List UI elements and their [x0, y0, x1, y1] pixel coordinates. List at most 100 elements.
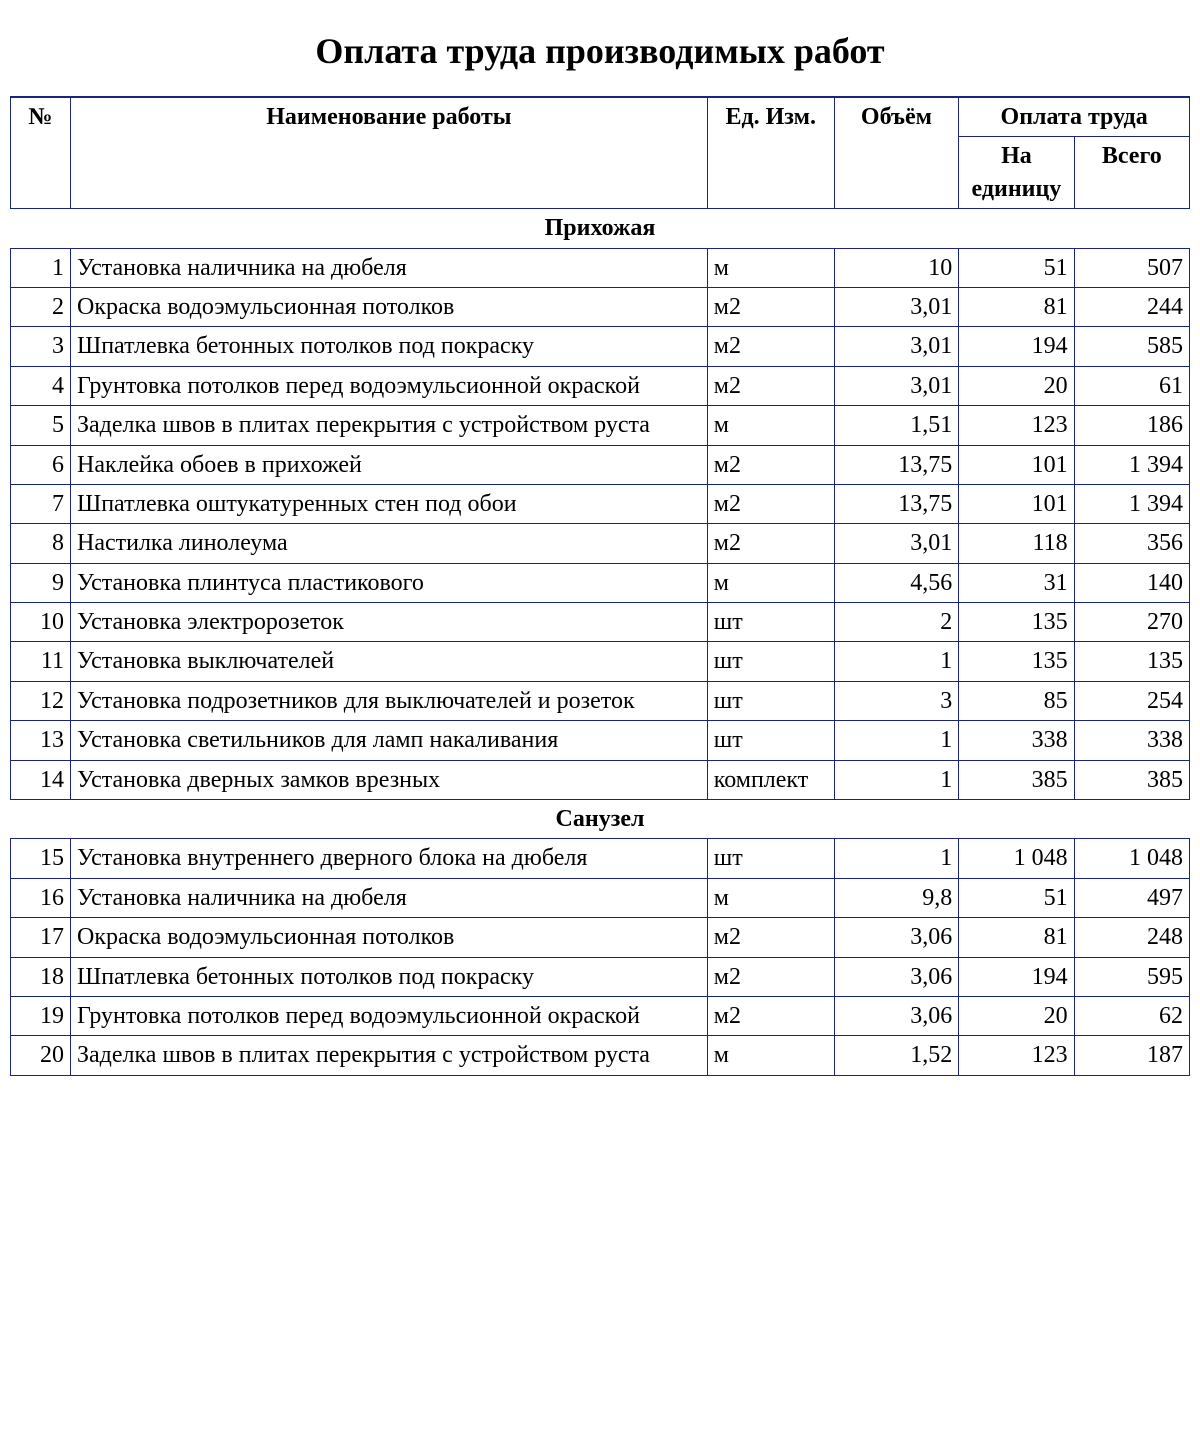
cell-name: Заделка швов в плитах перекрытия с устро… [70, 1036, 707, 1075]
cell-unit: шт [707, 681, 834, 720]
cell-num: 16 [11, 878, 71, 917]
table-row: 1Установка наличника на дюбелям1051507 [11, 248, 1190, 287]
cell-volume: 1 [834, 642, 959, 681]
cell-num: 14 [11, 760, 71, 799]
cell-per_unit: 385 [959, 760, 1074, 799]
col-unit: Ед. Изм. [707, 97, 834, 209]
table-row: 8Настилка линолеумам23,01118356 [11, 524, 1190, 563]
cell-total: 356 [1074, 524, 1189, 563]
cell-unit: шт [707, 642, 834, 681]
table-row: 4Грунтовка потолков перед водоэмульсионн… [11, 366, 1190, 405]
col-volume: Объём [834, 97, 959, 209]
cell-unit: м [707, 248, 834, 287]
cell-per_unit: 1 048 [959, 839, 1074, 878]
cell-unit: м [707, 1036, 834, 1075]
table-row: 2Окраска водоэмульсионная потолковм23,01… [11, 287, 1190, 326]
table-row: 10Установка электророзетокшт2135270 [11, 603, 1190, 642]
cell-total: 385 [1074, 760, 1189, 799]
cell-per_unit: 194 [959, 957, 1074, 996]
cell-volume: 3,06 [834, 957, 959, 996]
cell-total: 595 [1074, 957, 1189, 996]
cell-per_unit: 51 [959, 248, 1074, 287]
cell-num: 13 [11, 721, 71, 760]
cell-num: 6 [11, 445, 71, 484]
cell-name: Окраска водоэмульсионная потолков [70, 287, 707, 326]
cell-num: 2 [11, 287, 71, 326]
cell-total: 1 394 [1074, 445, 1189, 484]
cell-num: 5 [11, 406, 71, 445]
table-row: 19Грунтовка потолков перед водоэмульсион… [11, 996, 1190, 1035]
cell-num: 12 [11, 681, 71, 720]
cell-volume: 10 [834, 248, 959, 287]
cell-volume: 1 [834, 839, 959, 878]
cell-name: Установка подрозетников для выключателей… [70, 681, 707, 720]
cell-volume: 9,8 [834, 878, 959, 917]
table-row: 5Заделка швов в плитах перекрытия с устр… [11, 406, 1190, 445]
cell-volume: 3,01 [834, 366, 959, 405]
cell-volume: 2 [834, 603, 959, 642]
cell-unit: м2 [707, 327, 834, 366]
cell-num: 19 [11, 996, 71, 1035]
cell-name: Грунтовка потолков перед водоэмульсионно… [70, 366, 707, 405]
cell-unit: м2 [707, 445, 834, 484]
col-name: Наименование работы [70, 97, 707, 209]
table-row: 13Установка светильников для ламп накали… [11, 721, 1190, 760]
table-row: 15Установка внутреннего дверного блока н… [11, 839, 1190, 878]
cell-num: 3 [11, 327, 71, 366]
cell-per_unit: 123 [959, 406, 1074, 445]
table-row: 3Шпатлевка бетонных потолков под покраск… [11, 327, 1190, 366]
cell-per_unit: 135 [959, 642, 1074, 681]
cell-per_unit: 135 [959, 603, 1074, 642]
cell-unit: м2 [707, 366, 834, 405]
page-title: Оплата труда производимых работ [10, 30, 1190, 72]
cell-name: Установка внутреннего дверного блока на … [70, 839, 707, 878]
cell-unit: шт [707, 839, 834, 878]
cell-total: 507 [1074, 248, 1189, 287]
cell-name: Настилка линолеума [70, 524, 707, 563]
cell-per_unit: 101 [959, 445, 1074, 484]
cell-unit: м [707, 406, 834, 445]
table-row: 9Установка плинтуса пластиковогом4,56311… [11, 563, 1190, 602]
cost-table-body: Прихожая1Установка наличника на дюбелям1… [11, 209, 1190, 1076]
cell-unit: м [707, 878, 834, 917]
cell-num: 20 [11, 1036, 71, 1075]
table-row: 14Установка дверных замков врезныхкомпле… [11, 760, 1190, 799]
cell-name: Установка дверных замков врезных [70, 760, 707, 799]
cell-total: 585 [1074, 327, 1189, 366]
cell-num: 7 [11, 484, 71, 523]
cell-name: Шпатлевка оштукатуренных стен под обои [70, 484, 707, 523]
cell-unit: м2 [707, 524, 834, 563]
cell-num: 8 [11, 524, 71, 563]
cell-name: Установка светильников для ламп накалива… [70, 721, 707, 760]
cell-volume: 13,75 [834, 484, 959, 523]
cell-per_unit: 194 [959, 327, 1074, 366]
cell-per_unit: 118 [959, 524, 1074, 563]
cell-name: Окраска водоэмульсионная потолков [70, 918, 707, 957]
section-title: Санузел [11, 800, 1190, 839]
cell-unit: м2 [707, 996, 834, 1035]
cell-total: 187 [1074, 1036, 1189, 1075]
cell-unit: комплект [707, 760, 834, 799]
cost-table: № Наименование работы Ед. Изм. Объём Опл… [10, 96, 1190, 1076]
cell-total: 62 [1074, 996, 1189, 1035]
cell-volume: 4,56 [834, 563, 959, 602]
cell-per_unit: 20 [959, 366, 1074, 405]
cell-total: 338 [1074, 721, 1189, 760]
col-per-unit: На единицу [959, 137, 1074, 209]
cell-unit: м2 [707, 918, 834, 957]
cell-unit: м2 [707, 484, 834, 523]
col-labor: Оплата труда [959, 97, 1190, 137]
cell-unit: шт [707, 603, 834, 642]
cell-total: 186 [1074, 406, 1189, 445]
cell-per_unit: 81 [959, 287, 1074, 326]
cell-name: Шпатлевка бетонных потолков под покраску [70, 327, 707, 366]
table-row: 17Окраска водоэмульсионная потолковм23,0… [11, 918, 1190, 957]
cell-volume: 3,01 [834, 524, 959, 563]
cell-volume: 3,06 [834, 918, 959, 957]
cell-unit: м [707, 563, 834, 602]
cell-num: 1 [11, 248, 71, 287]
cell-num: 15 [11, 839, 71, 878]
cell-name: Наклейка обоев в прихожей [70, 445, 707, 484]
cell-name: Шпатлевка бетонных потолков под покраску [70, 957, 707, 996]
cell-num: 4 [11, 366, 71, 405]
